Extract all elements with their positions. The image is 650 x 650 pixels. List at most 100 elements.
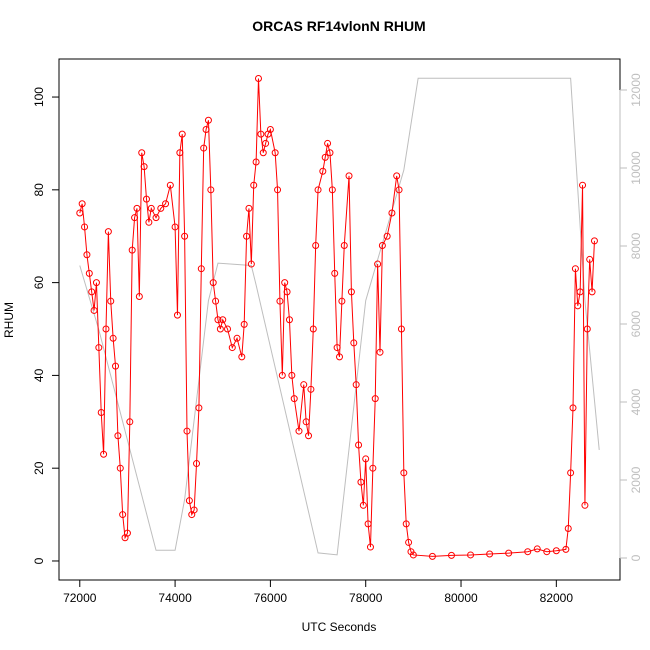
data-point xyxy=(583,325,591,333)
data-point xyxy=(212,297,220,305)
x-tick-label: 78000 xyxy=(349,591,383,605)
data-point xyxy=(183,427,191,435)
data-point xyxy=(162,200,170,208)
data-point xyxy=(102,325,110,333)
data-point xyxy=(278,371,286,379)
data-point xyxy=(207,186,215,194)
y-tick-label: 40 xyxy=(32,368,46,382)
data-point xyxy=(333,344,341,352)
data-point xyxy=(181,232,189,240)
data-point xyxy=(331,269,339,277)
data-point xyxy=(112,362,120,370)
data-point xyxy=(355,441,363,449)
data-point xyxy=(564,525,572,533)
data-point xyxy=(576,288,584,296)
data-point xyxy=(374,260,382,268)
data-point xyxy=(219,316,227,324)
data-point xyxy=(409,551,417,559)
data-point xyxy=(305,432,313,440)
data-point xyxy=(314,186,322,194)
y-tick-label: 100 xyxy=(32,87,46,107)
data-point xyxy=(340,242,348,250)
data-point xyxy=(185,497,193,505)
data-point xyxy=(393,172,401,180)
data-point xyxy=(397,325,405,333)
data-point xyxy=(371,395,379,403)
x-tick-label: 82000 xyxy=(540,591,574,605)
data-point xyxy=(250,181,258,189)
data-point xyxy=(176,149,184,157)
data-point xyxy=(569,404,577,412)
data-point xyxy=(178,130,186,138)
data-point xyxy=(505,549,513,557)
data-point xyxy=(138,149,146,157)
data-point xyxy=(126,418,134,426)
x-axis-label: UTC Seconds xyxy=(302,620,377,634)
y2-tick-label: 0 xyxy=(629,554,643,561)
data-point xyxy=(328,186,336,194)
data-point xyxy=(383,232,391,240)
data-point xyxy=(259,149,267,157)
data-point xyxy=(309,325,317,333)
data-point xyxy=(78,200,86,208)
data-point xyxy=(128,246,136,254)
y2-tick-label: 8000 xyxy=(629,232,643,259)
data-point xyxy=(195,404,203,412)
data-point xyxy=(552,547,560,555)
x-tick-label: 74000 xyxy=(158,591,192,605)
data-point xyxy=(562,545,570,553)
data-point xyxy=(319,167,327,175)
data-point xyxy=(76,209,84,217)
data-point xyxy=(295,427,303,435)
data-point xyxy=(274,186,282,194)
data-point xyxy=(123,529,131,537)
data-point xyxy=(324,139,332,147)
data-point xyxy=(364,520,372,528)
data-point xyxy=(326,149,334,157)
y2-tick-label: 10000 xyxy=(629,151,643,185)
data-point xyxy=(302,418,310,426)
data-point xyxy=(133,204,141,212)
data-point xyxy=(209,279,217,287)
y-axis-label: RHUM xyxy=(2,302,16,338)
data-point xyxy=(145,218,153,226)
data-point xyxy=(428,552,436,560)
data-point xyxy=(283,288,291,296)
data-point xyxy=(92,279,100,287)
data-point xyxy=(321,153,329,161)
data-point xyxy=(247,260,255,268)
data-point xyxy=(90,306,98,314)
data-point xyxy=(131,214,139,222)
data-point xyxy=(376,348,384,356)
y-tick-label: 80 xyxy=(32,183,46,197)
data-point xyxy=(388,209,396,217)
data-point xyxy=(262,139,270,147)
data-point xyxy=(193,460,201,468)
data-point xyxy=(254,74,262,82)
data-point xyxy=(95,344,103,352)
data-point xyxy=(467,551,475,559)
data-point xyxy=(567,469,575,477)
data-point xyxy=(257,130,265,138)
data-point xyxy=(119,511,127,519)
data-point xyxy=(204,116,212,124)
data-point xyxy=(285,316,293,324)
y2-tick-label: 6000 xyxy=(629,310,643,337)
data-point xyxy=(300,381,308,389)
data-point xyxy=(357,478,365,486)
data-point xyxy=(252,158,260,166)
data-point xyxy=(590,237,598,245)
data-point xyxy=(85,269,93,277)
y2-tick-label: 12000 xyxy=(629,73,643,107)
data-point xyxy=(533,545,541,553)
data-point xyxy=(447,551,455,559)
x-tick-label: 80000 xyxy=(444,591,478,605)
data-point xyxy=(245,204,253,212)
data-point xyxy=(276,297,284,305)
data-point xyxy=(107,297,115,305)
data-point xyxy=(171,223,179,231)
data-point xyxy=(83,251,91,259)
data-point xyxy=(588,288,596,296)
data-point xyxy=(157,204,165,212)
